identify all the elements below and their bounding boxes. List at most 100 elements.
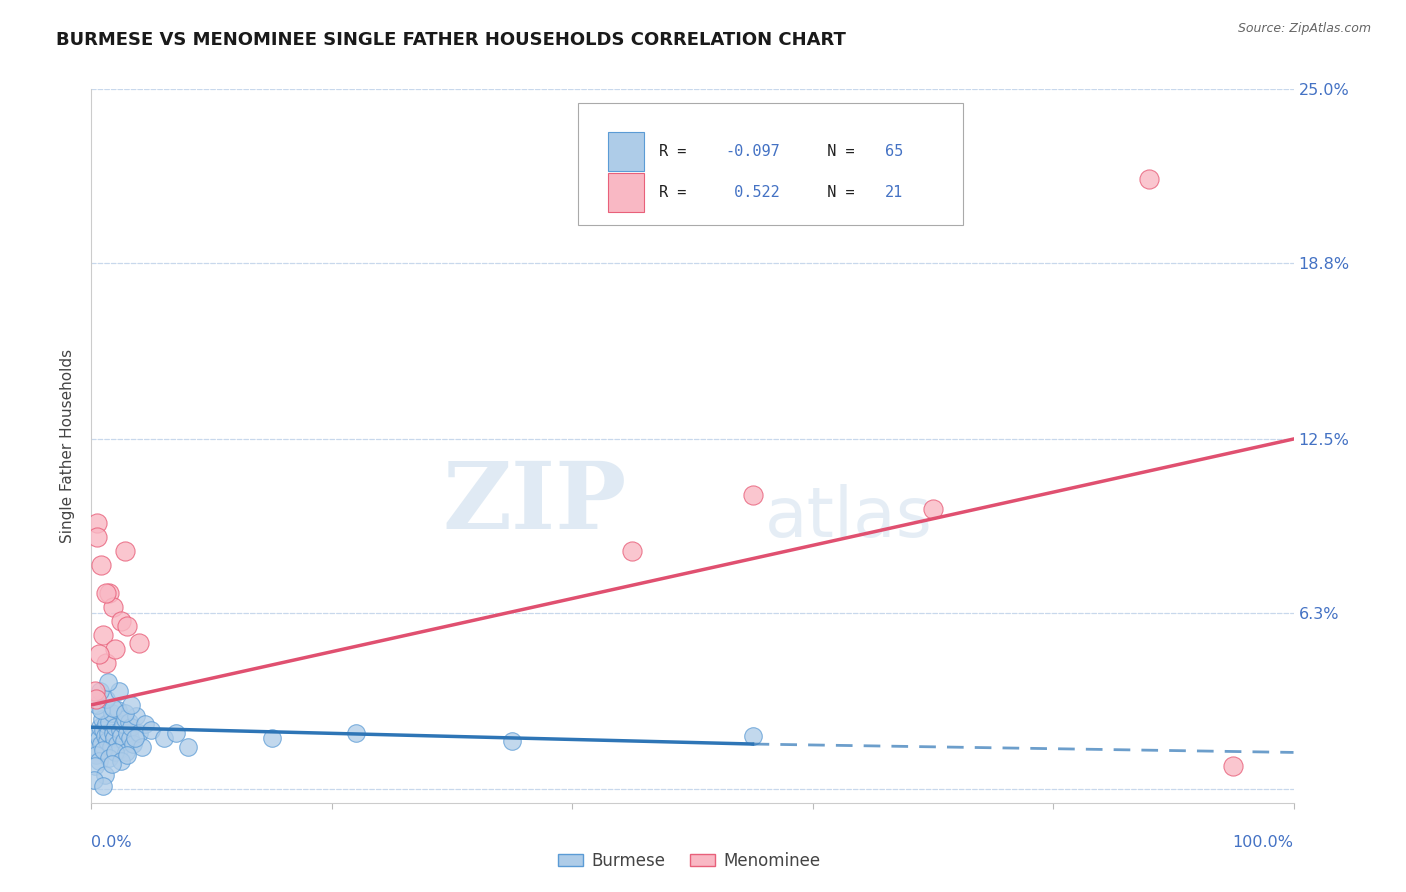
Point bbox=[110, 614, 132, 628]
Point bbox=[1222, 759, 1244, 773]
Point bbox=[87, 754, 110, 768]
Text: 0.522: 0.522 bbox=[725, 186, 780, 200]
Point bbox=[117, 748, 139, 763]
Text: Source: ZipAtlas.com: Source: ZipAtlas.com bbox=[1237, 22, 1371, 36]
Point bbox=[94, 692, 117, 706]
Point bbox=[152, 731, 174, 746]
Y-axis label: Single Father Households: Single Father Households bbox=[60, 349, 76, 543]
Point bbox=[131, 739, 153, 754]
Text: 100.0%: 100.0% bbox=[1233, 836, 1294, 850]
Point bbox=[344, 726, 367, 740]
Point bbox=[100, 739, 122, 754]
Point bbox=[89, 684, 111, 698]
Point bbox=[98, 714, 121, 729]
Point bbox=[98, 586, 121, 600]
Point bbox=[103, 731, 125, 746]
Point bbox=[93, 742, 115, 756]
Point bbox=[101, 700, 124, 714]
Point bbox=[101, 706, 124, 721]
FancyBboxPatch shape bbox=[609, 132, 644, 171]
Point bbox=[114, 706, 136, 721]
Point bbox=[87, 648, 110, 662]
Text: 65: 65 bbox=[884, 145, 903, 160]
Point bbox=[122, 737, 145, 751]
Point bbox=[128, 726, 150, 740]
Text: R =: R = bbox=[659, 186, 696, 200]
Point bbox=[84, 684, 107, 698]
Point bbox=[741, 488, 763, 502]
Point bbox=[101, 599, 124, 614]
Point bbox=[84, 748, 107, 763]
Point bbox=[501, 734, 523, 748]
FancyBboxPatch shape bbox=[578, 103, 963, 225]
Point bbox=[98, 751, 121, 765]
Point bbox=[114, 712, 136, 726]
Point bbox=[108, 742, 131, 756]
Text: R =: R = bbox=[659, 145, 696, 160]
Text: N =: N = bbox=[808, 186, 863, 200]
Point bbox=[117, 619, 139, 633]
Point bbox=[86, 516, 108, 530]
Text: 21: 21 bbox=[884, 186, 903, 200]
Point bbox=[110, 723, 132, 737]
Point bbox=[104, 746, 127, 760]
Point bbox=[260, 731, 283, 746]
Point bbox=[107, 703, 129, 717]
Point bbox=[128, 636, 150, 650]
Point bbox=[118, 714, 141, 729]
Text: -0.097: -0.097 bbox=[725, 145, 780, 160]
Point bbox=[90, 558, 112, 572]
Text: ZIP: ZIP bbox=[441, 458, 626, 548]
Point bbox=[1137, 171, 1160, 186]
Point bbox=[134, 717, 156, 731]
Point bbox=[97, 675, 120, 690]
Point bbox=[922, 502, 945, 516]
Point bbox=[176, 739, 198, 754]
Point bbox=[621, 544, 644, 558]
Point bbox=[120, 698, 142, 712]
Point bbox=[91, 712, 114, 726]
Point bbox=[108, 684, 131, 698]
Point bbox=[93, 779, 115, 793]
Text: atlas: atlas bbox=[765, 483, 932, 551]
Point bbox=[93, 768, 115, 782]
Point bbox=[120, 720, 142, 734]
Point bbox=[110, 754, 132, 768]
Text: 0.0%: 0.0% bbox=[91, 836, 132, 850]
Point bbox=[141, 723, 163, 737]
Point bbox=[104, 641, 127, 656]
Point bbox=[90, 737, 112, 751]
Point bbox=[101, 726, 124, 740]
FancyBboxPatch shape bbox=[609, 173, 644, 212]
Point bbox=[84, 692, 107, 706]
Point bbox=[741, 729, 763, 743]
Point bbox=[125, 709, 148, 723]
Point bbox=[118, 731, 141, 746]
Point bbox=[124, 731, 146, 746]
Point bbox=[101, 756, 124, 771]
Point bbox=[86, 530, 108, 544]
Legend: Burmese, Menominee: Burmese, Menominee bbox=[551, 846, 827, 877]
Point bbox=[115, 746, 138, 760]
Point bbox=[84, 739, 107, 754]
Point bbox=[97, 726, 120, 740]
Point bbox=[114, 544, 136, 558]
Point bbox=[83, 773, 105, 788]
Point bbox=[105, 737, 128, 751]
Point bbox=[110, 729, 132, 743]
Point bbox=[89, 720, 111, 734]
Point bbox=[112, 734, 135, 748]
Point bbox=[94, 717, 117, 731]
Point bbox=[90, 703, 112, 717]
Point bbox=[84, 759, 107, 773]
Point bbox=[94, 656, 117, 670]
Point bbox=[111, 717, 134, 731]
Point bbox=[104, 720, 127, 734]
Point bbox=[93, 729, 115, 743]
Point bbox=[96, 734, 118, 748]
Point bbox=[165, 726, 187, 740]
Text: BURMESE VS MENOMINEE SINGLE FATHER HOUSEHOLDS CORRELATION CHART: BURMESE VS MENOMINEE SINGLE FATHER HOUSE… bbox=[56, 31, 846, 49]
Point bbox=[117, 726, 139, 740]
Point bbox=[86, 698, 108, 712]
Text: N =: N = bbox=[808, 145, 863, 160]
